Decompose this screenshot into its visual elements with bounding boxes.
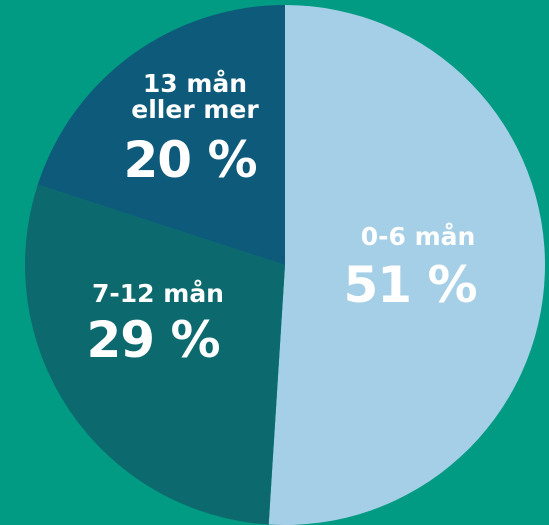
- slice-label: 13 mån eller mer: [131, 68, 259, 124]
- value-label: 29 %: [86, 310, 220, 369]
- value-label: 20 %: [123, 130, 257, 189]
- value-label: 51 %: [343, 255, 477, 314]
- pie-slice: [37, 5, 285, 265]
- pie-slice: [25, 184, 285, 525]
- pie-slice: [268, 5, 546, 525]
- slice-label: 7-12 mån: [92, 278, 224, 308]
- slice-label: 0-6 mån: [360, 221, 476, 251]
